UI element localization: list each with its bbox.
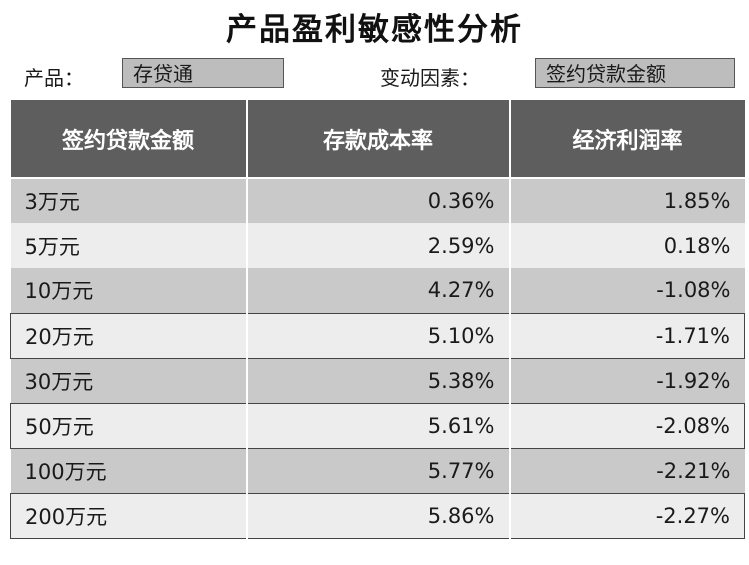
column-header: 存款成本率: [246, 100, 511, 179]
deposit-cost-rate-cell: 2.59%: [246, 223, 511, 268]
column-header: 签约贷款金额: [10, 100, 248, 179]
amount-cell: 50万元: [10, 402, 248, 449]
page-title: 产品盈利敏感性分析: [226, 12, 523, 48]
economic-profit-rate-cell: -1.71%: [509, 312, 745, 359]
amount-cell: 10万元: [10, 268, 248, 313]
economic-profit-rate-cell: -1.92%: [509, 358, 745, 403]
factor-label: 变动因素：: [380, 66, 480, 90]
deposit-cost-rate-cell: 5.77%: [246, 448, 511, 493]
economic-profit-rate-cell: 0.18%: [509, 223, 745, 268]
product-filter: 产品： 存贷通: [24, 58, 314, 92]
economic-profit-rate-cell: 1.85%: [509, 178, 745, 223]
amount-cell: 20万元: [10, 312, 248, 359]
table-body: 3万元 0.36% 1.85% 5万元 2.59% 0.18% 10万元 4.27% -1.08…: [10, 178, 745, 539]
factor-filter: 变动因素： 签约贷款金额: [380, 58, 740, 92]
economic-profit-rate-cell: -1.08%: [509, 268, 745, 313]
deposit-cost-rate-cell: 5.61%: [246, 402, 511, 449]
table-row: 5万元 2.59% 0.18%: [10, 223, 745, 268]
table-row: 50万元 5.61% -2.08%: [10, 402, 745, 449]
amount-cell: 100万元: [10, 448, 248, 493]
deposit-cost-rate-cell: 5.10%: [246, 312, 511, 359]
column-header: 经济利润率: [509, 100, 745, 179]
product-label: 产品：: [24, 66, 84, 90]
table-row: 100万元 5.77% -2.21%: [10, 448, 745, 493]
deposit-cost-rate-cell: 5.86%: [246, 492, 511, 539]
economic-profit-rate-cell: -2.27%: [509, 492, 745, 539]
amount-cell: 5万元: [10, 223, 248, 268]
amount-cell: 30万元: [10, 358, 248, 403]
deposit-cost-rate-cell: 0.36%: [246, 178, 511, 223]
table-row: 30万元 5.38% -1.92%: [10, 358, 745, 403]
table-row: 3万元 0.36% 1.85%: [10, 178, 745, 223]
amount-cell: 3万元: [10, 178, 248, 223]
economic-profit-rate-cell: -2.21%: [509, 448, 745, 493]
table-row: 200万元 5.86% -2.27%: [10, 492, 745, 539]
sensitivity-table: 签约贷款金额 存款成本率 经济利润率 3万元 0.36% 1.85% 5万元 2.59%…: [10, 100, 745, 539]
table-header-row: 签约贷款金额 存款成本率 经济利润率: [10, 100, 745, 179]
deposit-cost-rate-cell: 5.38%: [246, 358, 511, 403]
table-row: 20万元 5.10% -1.71%: [10, 312, 745, 359]
economic-profit-rate-cell: -2.08%: [509, 402, 745, 449]
data-table: 签约贷款金额 存款成本率 经济利润率 3万元 0.36% 1.85% 5万元 2.59%…: [10, 100, 745, 539]
amount-cell: 200万元: [10, 492, 248, 539]
deposit-cost-rate-cell: 4.27%: [246, 268, 511, 313]
table-row: 10万元 4.27% -1.08%: [10, 268, 745, 313]
product-select[interactable]: 存贷通: [122, 58, 284, 88]
factor-select[interactable]: 签约贷款金额: [535, 58, 735, 88]
